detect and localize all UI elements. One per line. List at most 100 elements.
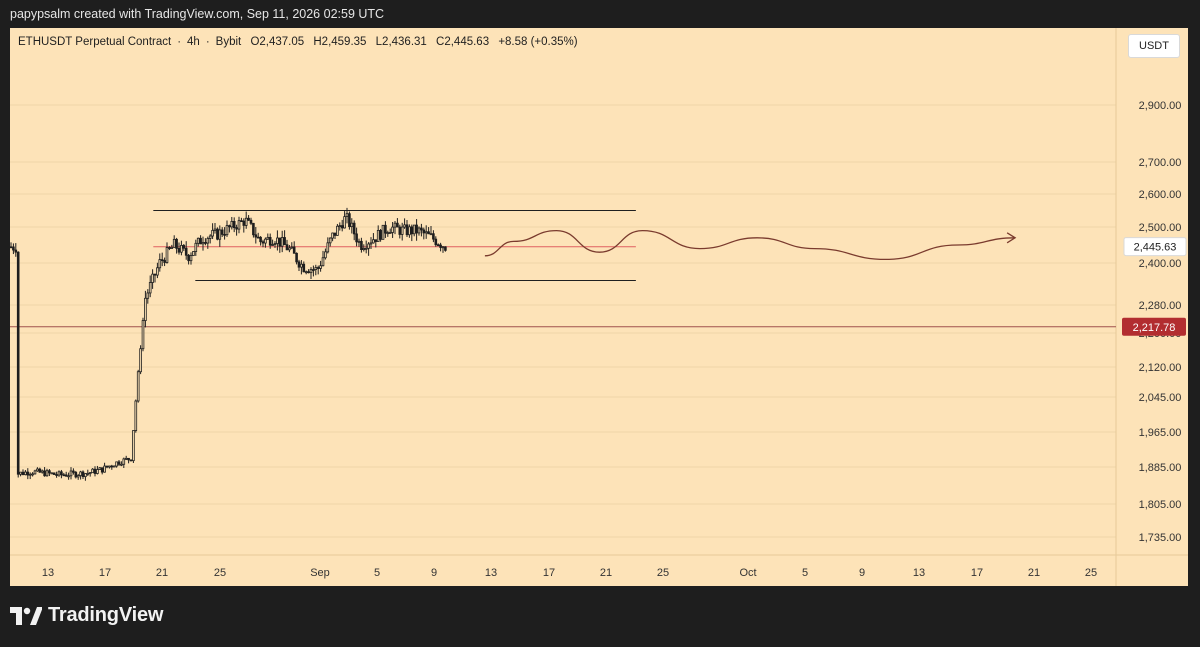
legend-exchange: Bybit (215, 36, 242, 48)
candle-body (439, 244, 442, 248)
candle-body (192, 251, 195, 256)
time-axis-label: 17 (971, 567, 983, 579)
candle-body (254, 234, 258, 238)
chart-panel[interactable]: 2,900.00 2,700.00 2,600.00 2,500.00 2,400.00… (10, 28, 1188, 586)
candle-body (410, 226, 414, 235)
time-axis-label: 17 (99, 567, 111, 579)
time-axis-label: 5 (374, 567, 380, 579)
candle-body (319, 265, 322, 269)
price-chart[interactable]: 2,900.00 2,700.00 2,600.00 2,500.00 2,400.00… (10, 28, 1188, 586)
candle-body (163, 260, 166, 263)
candle-body (336, 225, 339, 236)
price-axis-label: 2,700.00 (1139, 157, 1182, 169)
candle-body (333, 232, 337, 236)
candle-body (112, 465, 116, 468)
price-axis-label: 1,805.00 (1139, 499, 1182, 511)
candle-body (156, 267, 159, 276)
candle-body (280, 237, 284, 247)
candle-body (55, 474, 58, 476)
candle-body (264, 238, 267, 244)
candle-body (175, 238, 178, 249)
candle-body (182, 245, 186, 249)
legend-interval[interactable]: 4h (187, 36, 200, 48)
candle-body (132, 430, 135, 462)
projection-path[interactable] (484, 229, 1016, 261)
credit-text: papypsalm created with TradingView.com, … (10, 7, 385, 21)
candle-body (331, 232, 334, 239)
tradingview-logo[interactable]: TradingView (10, 604, 163, 627)
candle-body (352, 222, 356, 235)
candle-body (362, 248, 366, 251)
candle-body (292, 246, 296, 254)
candle-body (441, 246, 445, 249)
candle-body (312, 269, 315, 271)
candle-body (230, 221, 234, 228)
legend-close: C2,445.63 (436, 36, 490, 48)
candle-body (139, 348, 142, 373)
candle-body (16, 251, 20, 475)
candle-body (256, 236, 260, 239)
candle-body (79, 471, 82, 476)
time-axis-label: Oct (739, 567, 756, 579)
candle-body (249, 219, 253, 224)
candle-body (285, 244, 289, 251)
candle-body (153, 273, 157, 276)
time-axis-label: 9 (431, 567, 437, 579)
candle-body (122, 458, 126, 465)
candle-body (165, 247, 169, 263)
candle-body (388, 232, 392, 234)
legend-separator: · (205, 36, 210, 48)
candle-body (67, 475, 70, 478)
candle-body (340, 225, 344, 229)
candle-body (393, 222, 397, 228)
candle-body (201, 242, 205, 245)
candle-body (40, 470, 44, 473)
candle-body (38, 468, 42, 473)
candle-body (105, 465, 109, 468)
candle-body (208, 235, 212, 239)
time-axis-label: 13 (913, 567, 925, 579)
candle-body (278, 237, 282, 247)
candle-body (76, 475, 80, 478)
candle-body (307, 271, 310, 274)
candle-body (72, 470, 75, 473)
time-axis-label: 25 (1085, 567, 1097, 579)
candle-body (91, 468, 94, 474)
legend-change: +8.58 (+0.35%) (498, 36, 578, 48)
candle-body (98, 467, 102, 470)
legend-low: L2,436.31 (375, 36, 427, 48)
price-axis-label: 2,045.00 (1139, 392, 1182, 404)
currency-button[interactable]: USDT (1128, 34, 1180, 58)
candle-body (417, 227, 421, 234)
candle-body (386, 232, 390, 235)
candle-body (266, 236, 270, 240)
candle-body (108, 465, 111, 468)
candle-body (403, 224, 406, 228)
candle-body (206, 238, 210, 244)
candle-body (19, 471, 22, 475)
candle-body (216, 228, 219, 240)
candle-body (86, 472, 90, 475)
legend-symbol[interactable]: ETHUSDT Perpetual Contract (18, 36, 172, 48)
candle-body (21, 471, 25, 476)
candle-body (355, 233, 358, 243)
candle-body (427, 231, 430, 235)
candle-body (348, 213, 351, 228)
candle-body (211, 229, 214, 237)
candle-body (26, 471, 30, 476)
candle-body (343, 216, 346, 229)
candle-body (422, 229, 426, 234)
footer-bar: TradingView (0, 586, 1200, 647)
legend-open: O2,437.05 (250, 36, 305, 48)
candle-body (405, 224, 409, 236)
support-price-tag (1122, 317, 1186, 336)
candle-body (290, 246, 294, 249)
candle-body (376, 230, 380, 242)
candle-body (124, 457, 128, 460)
candle-body (364, 247, 368, 250)
price-axis-label: 2,900.00 (1139, 100, 1182, 112)
candle-body (45, 470, 49, 477)
price-axis-label: 2,500.00 (1139, 222, 1182, 234)
candle-body (309, 269, 313, 274)
candle-body (338, 225, 342, 228)
